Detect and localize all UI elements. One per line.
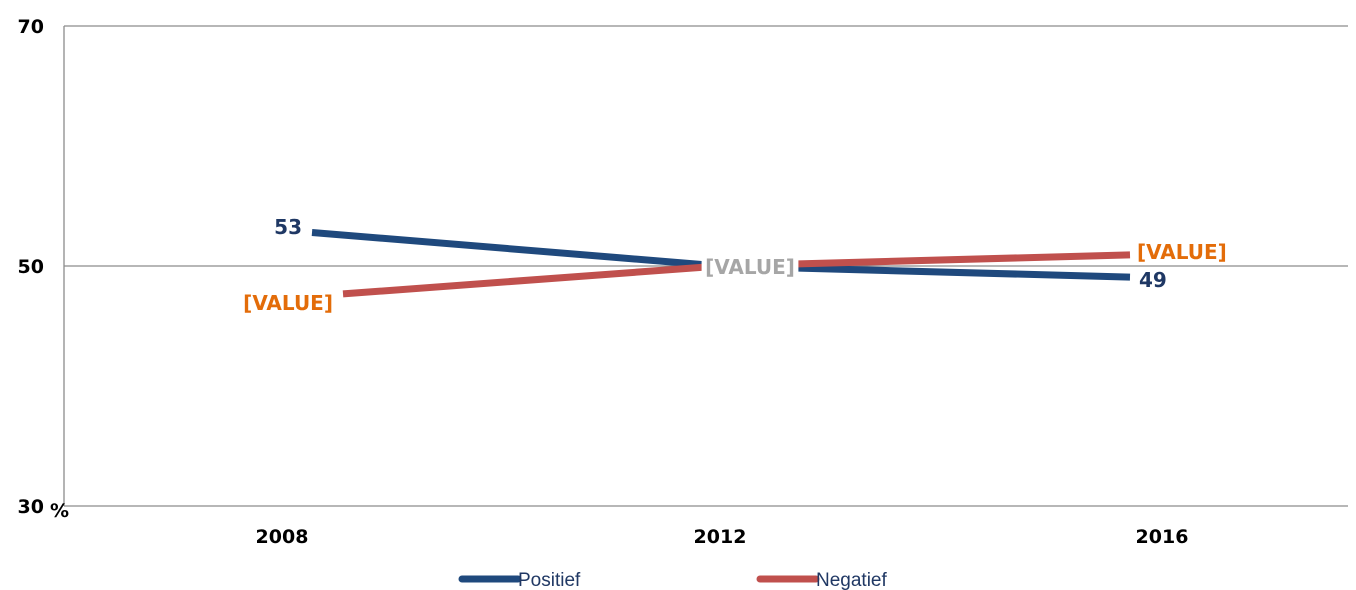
data-label-negatief-2016: [VALUE] xyxy=(1137,240,1227,264)
data-label-background xyxy=(701,254,799,280)
data-label-negatief-2012: [VALUE] xyxy=(705,255,795,279)
x-tick-label: 2008 xyxy=(256,526,309,548)
legend-label: Positief xyxy=(518,570,581,590)
y-tick-label: 70 xyxy=(18,16,44,38)
data-label-negatief-2008: [VALUE] xyxy=(243,291,333,315)
y-tick-label: 50 xyxy=(18,256,44,278)
legend-item-negatief[interactable]: Negatief xyxy=(756,570,887,590)
data-label-positief-2008: 53 xyxy=(274,215,302,239)
data-label-background xyxy=(1132,239,1229,265)
y-tick-label: 30 xyxy=(18,496,44,518)
data-labels: 53 49 [VALUE] [VALUE] [VALUE] xyxy=(243,215,1229,315)
y-unit-label: % xyxy=(50,500,69,522)
legend[interactable]: Positief Negatief xyxy=(458,570,887,590)
y-axis-ticks: 70 50 30% xyxy=(18,16,70,522)
x-axis-ticks: 2008 2012 2016 xyxy=(256,526,1189,548)
legend-item-positief[interactable]: Positief xyxy=(458,570,581,590)
data-label-positief-2016: 49 xyxy=(1139,268,1167,292)
legend-label: Negatief xyxy=(816,570,887,590)
x-tick-label: 2016 xyxy=(1136,526,1189,548)
x-tick-label: 2012 xyxy=(694,526,747,548)
